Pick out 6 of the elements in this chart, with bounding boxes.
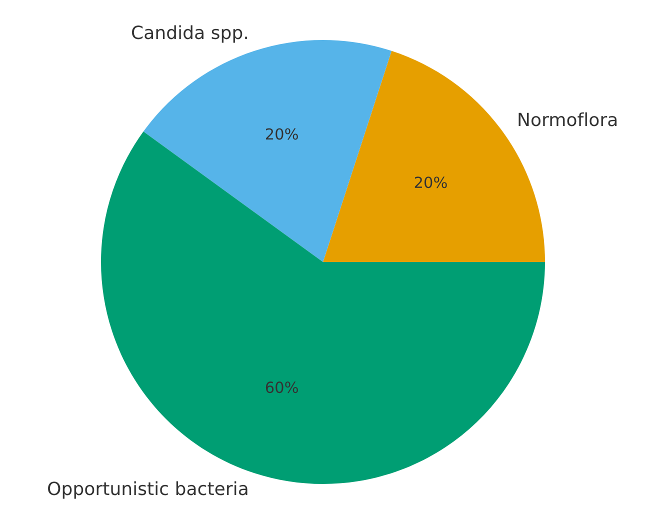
data-label: 20%: [266, 128, 298, 140]
slice-label: Normoflora: [518, 112, 617, 126]
slice-label: Candida spp.: [132, 25, 247, 43]
slice-label: Opportunistic bacteria: [48, 481, 248, 499]
data-label: 20%: [414, 176, 447, 188]
data-label: 60%: [266, 382, 298, 394]
